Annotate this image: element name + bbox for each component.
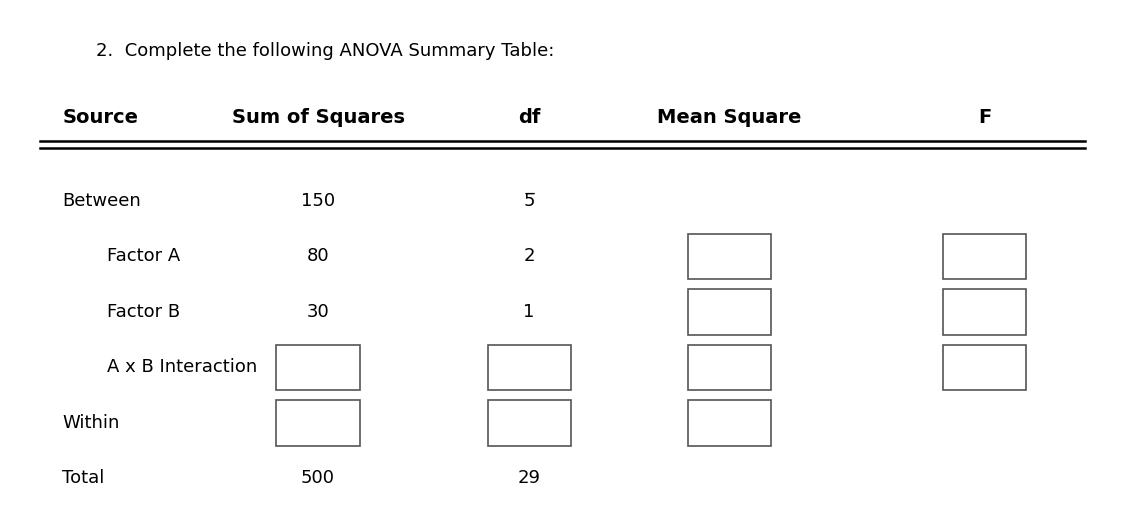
Text: Between: Between (63, 192, 142, 210)
Bar (687, 234, 771, 279)
Text: Within: Within (63, 414, 120, 432)
Text: F: F (978, 108, 991, 127)
Bar (487, 400, 570, 445)
Text: Factor A: Factor A (107, 248, 180, 266)
Text: Mean Square: Mean Square (657, 108, 801, 127)
Bar (687, 400, 771, 445)
Text: 29: 29 (518, 469, 541, 487)
Text: 80: 80 (307, 248, 330, 266)
Text: 150: 150 (302, 192, 335, 210)
Text: df: df (518, 108, 540, 127)
Bar (277, 344, 360, 390)
Text: Total: Total (63, 469, 105, 487)
Text: 2.  Complete the following ANOVA Summary Table:: 2. Complete the following ANOVA Summary … (96, 42, 555, 60)
Bar (943, 344, 1026, 390)
Text: 500: 500 (302, 469, 335, 487)
Text: 30: 30 (307, 303, 330, 321)
Text: 1: 1 (523, 303, 534, 321)
Text: 5̅: 5̅ (523, 192, 534, 210)
Text: 2: 2 (523, 248, 534, 266)
Bar (943, 289, 1026, 335)
Bar (687, 289, 771, 335)
Text: Source: Source (63, 108, 138, 127)
Bar (487, 344, 570, 390)
Bar (687, 344, 771, 390)
Bar (943, 234, 1026, 279)
Text: Sum of Squares: Sum of Squares (232, 108, 405, 127)
Text: Factor B: Factor B (107, 303, 180, 321)
Bar (277, 400, 360, 445)
Text: A x B Interaction: A x B Interaction (107, 358, 258, 377)
